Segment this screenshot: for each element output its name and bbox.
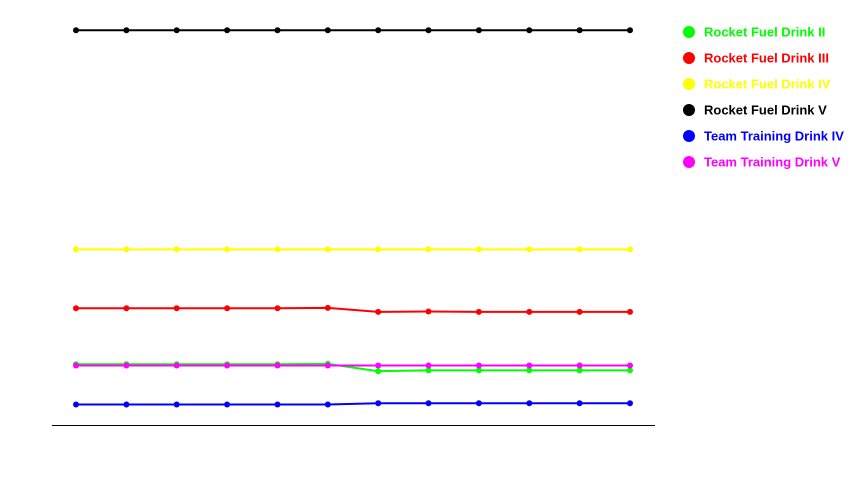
data-point-rocket-fuel-drink-v-3 xyxy=(173,27,180,34)
series-line-rocket-fuel-drink-ii xyxy=(76,362,630,373)
data-point-rocket-fuel-drink-v-12 xyxy=(627,27,633,34)
series-rocket-fuel-drink-v xyxy=(73,27,633,34)
data-point-rocket-fuel-drink-ii-12 xyxy=(627,367,633,374)
legend-label-rocket-fuel-drink-v: Rocket Fuel Drink V xyxy=(704,103,827,118)
series-rocket-fuel-drink-ii xyxy=(73,360,633,375)
data-point-rocket-fuel-drink-iv-9 xyxy=(475,246,482,253)
data-point-rocket-fuel-drink-v-11 xyxy=(576,27,583,34)
legend-item-rocket-fuel-drink-v: Rocket Fuel Drink V xyxy=(683,103,827,118)
data-point-rocket-fuel-drink-iv-11 xyxy=(576,246,583,253)
data-point-team-training-drink-iv-4 xyxy=(224,401,231,408)
legend-label-rocket-fuel-drink-iii: Rocket Fuel Drink III xyxy=(704,51,829,66)
data-point-rocket-fuel-drink-iii-10 xyxy=(526,308,533,315)
legend-marker-rocket-fuel-drink-iv xyxy=(683,78,695,90)
data-point-rocket-fuel-drink-ii-8 xyxy=(425,367,432,374)
data-point-team-training-drink-iv-5 xyxy=(274,401,281,408)
data-point-team-training-drink-iv-7 xyxy=(375,400,382,407)
legend-item-team-training-drink-iv: Team Training Drink IV xyxy=(683,129,844,144)
legend: Rocket Fuel Drink II Rocket Fuel Drink II… xyxy=(683,25,844,170)
legend-item-rocket-fuel-drink-iii: Rocket Fuel Drink III xyxy=(683,51,829,66)
legend-item-rocket-fuel-drink-ii: Rocket Fuel Drink II xyxy=(683,25,825,40)
data-point-team-training-drink-v-4 xyxy=(224,362,231,369)
data-point-rocket-fuel-drink-v-2 xyxy=(123,27,130,34)
data-point-rocket-fuel-drink-iv-2 xyxy=(123,246,130,253)
data-point-rocket-fuel-drink-ii-10 xyxy=(526,367,533,374)
data-point-rocket-fuel-drink-iii-8 xyxy=(425,308,432,315)
legend-label-rocket-fuel-drink-ii: Rocket Fuel Drink II xyxy=(704,25,825,40)
legend-marker-team-training-drink-iv xyxy=(683,130,695,142)
data-point-team-training-drink-v-8 xyxy=(425,362,432,369)
data-point-team-training-drink-v-7 xyxy=(375,362,382,369)
data-point-team-training-drink-iv-9 xyxy=(475,400,482,407)
legend-item-team-training-drink-v: Team Training Drink V xyxy=(683,155,841,170)
data-point-rocket-fuel-drink-iv-6 xyxy=(324,246,331,253)
data-point-rocket-fuel-drink-iii-1 xyxy=(73,305,79,312)
data-point-rocket-fuel-drink-iv-5 xyxy=(274,246,281,253)
data-point-rocket-fuel-drink-iv-1 xyxy=(73,246,79,253)
data-point-team-training-drink-v-11 xyxy=(576,362,583,369)
data-point-team-training-drink-iv-3 xyxy=(173,401,180,408)
data-point-rocket-fuel-drink-ii-7 xyxy=(375,368,382,375)
data-point-rocket-fuel-drink-iv-8 xyxy=(425,246,432,253)
data-point-rocket-fuel-drink-v-9 xyxy=(475,27,482,34)
series-line-team-training-drink-iv xyxy=(76,402,630,406)
data-point-team-training-drink-iv-6 xyxy=(324,401,331,408)
data-point-rocket-fuel-drink-iv-10 xyxy=(526,246,533,253)
data-point-team-training-drink-iv-8 xyxy=(425,400,432,407)
data-point-rocket-fuel-drink-ii-9 xyxy=(475,367,482,374)
data-point-team-training-drink-v-12 xyxy=(627,362,633,369)
legend-marker-rocket-fuel-drink-v xyxy=(683,104,695,116)
data-point-rocket-fuel-drink-v-6 xyxy=(324,27,331,34)
data-point-team-training-drink-iv-10 xyxy=(526,400,533,407)
data-point-team-training-drink-v-6 xyxy=(324,362,331,369)
data-point-rocket-fuel-drink-iv-4 xyxy=(224,246,231,253)
data-point-rocket-fuel-drink-v-8 xyxy=(425,27,432,34)
data-point-rocket-fuel-drink-v-5 xyxy=(274,27,281,34)
data-point-rocket-fuel-drink-iii-5 xyxy=(274,305,281,312)
legend-marker-rocket-fuel-drink-ii xyxy=(683,26,695,38)
data-point-team-training-drink-iv-2 xyxy=(123,401,130,408)
data-point-team-training-drink-v-1 xyxy=(73,362,79,369)
data-point-team-training-drink-iv-1 xyxy=(73,401,79,408)
legend-label-rocket-fuel-drink-iv: Rocket Fuel Drink IV xyxy=(704,77,831,92)
series-team-training-drink-iv xyxy=(73,400,633,408)
data-point-team-training-drink-iv-11 xyxy=(576,400,583,407)
data-point-rocket-fuel-drink-iii-11 xyxy=(576,308,583,315)
data-point-rocket-fuel-drink-iii-2 xyxy=(123,305,130,312)
series-rocket-fuel-drink-iv xyxy=(73,246,633,253)
data-point-team-training-drink-v-2 xyxy=(123,362,130,369)
data-point-rocket-fuel-drink-v-1 xyxy=(73,27,79,34)
series-layer xyxy=(73,27,633,408)
legend-marker-rocket-fuel-drink-iii xyxy=(683,52,695,64)
data-point-rocket-fuel-drink-iii-6 xyxy=(324,304,331,311)
data-point-rocket-fuel-drink-iii-7 xyxy=(375,308,382,315)
series-rocket-fuel-drink-iii xyxy=(73,304,633,315)
data-point-team-training-drink-v-5 xyxy=(274,362,281,369)
legend-item-rocket-fuel-drink-iv: Rocket Fuel Drink IV xyxy=(683,77,831,92)
data-point-rocket-fuel-drink-iii-3 xyxy=(173,305,180,312)
data-point-rocket-fuel-drink-v-10 xyxy=(526,27,533,34)
data-point-rocket-fuel-drink-iv-12 xyxy=(627,246,633,253)
data-point-rocket-fuel-drink-iii-12 xyxy=(627,308,633,315)
data-point-rocket-fuel-drink-iii-4 xyxy=(224,305,231,312)
data-point-rocket-fuel-drink-iv-3 xyxy=(173,246,180,253)
data-point-team-training-drink-iv-12 xyxy=(627,400,633,407)
series-team-training-drink-v xyxy=(73,362,633,369)
data-point-rocket-fuel-drink-iv-7 xyxy=(375,246,382,253)
series-line-rocket-fuel-drink-iii xyxy=(76,306,630,313)
legend-label-team-training-drink-v: Team Training Drink V xyxy=(704,155,841,170)
data-point-team-training-drink-v-10 xyxy=(526,362,533,369)
legend-label-team-training-drink-iv: Team Training Drink IV xyxy=(704,129,844,144)
legend-marker-team-training-drink-v xyxy=(683,156,695,168)
data-point-rocket-fuel-drink-iii-9 xyxy=(475,308,482,315)
data-point-rocket-fuel-drink-v-7 xyxy=(375,27,382,34)
data-point-rocket-fuel-drink-v-4 xyxy=(224,27,231,34)
data-point-rocket-fuel-drink-ii-11 xyxy=(576,367,583,374)
data-point-team-training-drink-v-9 xyxy=(475,362,482,369)
data-point-team-training-drink-v-3 xyxy=(173,362,180,369)
